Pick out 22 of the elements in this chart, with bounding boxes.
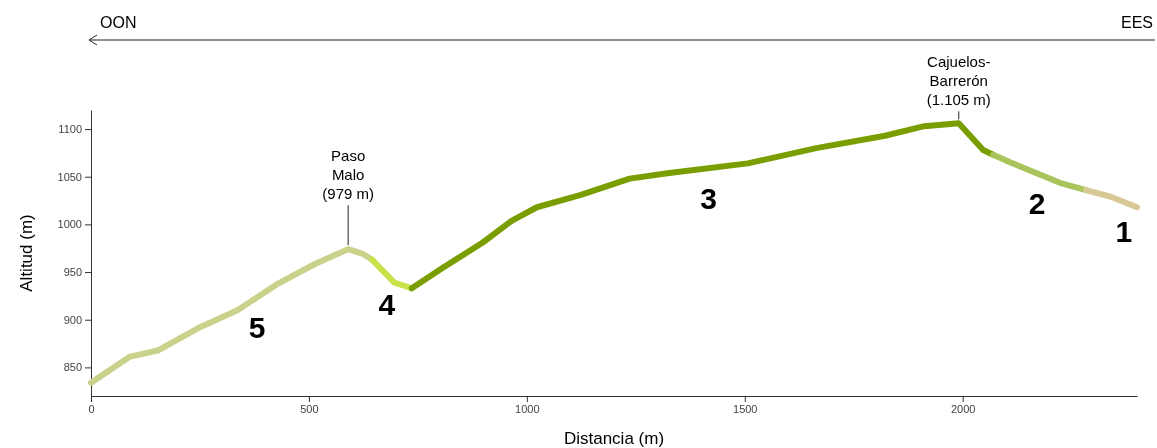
annotation: 3 — [700, 181, 717, 215]
x-tick-label: 1000 — [515, 402, 540, 415]
annotation: 5 — [248, 310, 266, 344]
y-axis-title: Altitud (m) — [17, 214, 36, 292]
x-tick-label: 2000 — [950, 402, 976, 415]
x-axis-title: Distancia (m) — [563, 429, 665, 448]
annotation: Cajuelos- Barrerón (1.105 m) — [926, 53, 991, 109]
y-tick-label: 1100 — [58, 123, 82, 136]
annotation: 4 — [378, 288, 396, 322]
y-tick-label: 1000 — [57, 218, 82, 231]
annotation: 1 — [1115, 215, 1133, 249]
annotation: 2 — [1028, 186, 1046, 220]
x-tick-label: 500 — [300, 402, 319, 415]
annotation: Paso Malo (979 m) — [322, 147, 374, 203]
y-tick-label: 900 — [63, 313, 82, 326]
text: OON — [100, 14, 137, 31]
x-tick-label: 1500 — [733, 402, 758, 415]
x-tick-label: 0 — [88, 402, 95, 415]
y-tick-label: 850 — [63, 361, 82, 374]
y-tick-label: 1050 — [57, 170, 82, 183]
text: EES — [1120, 14, 1153, 31]
y-tick-label: 950 — [63, 266, 82, 279]
